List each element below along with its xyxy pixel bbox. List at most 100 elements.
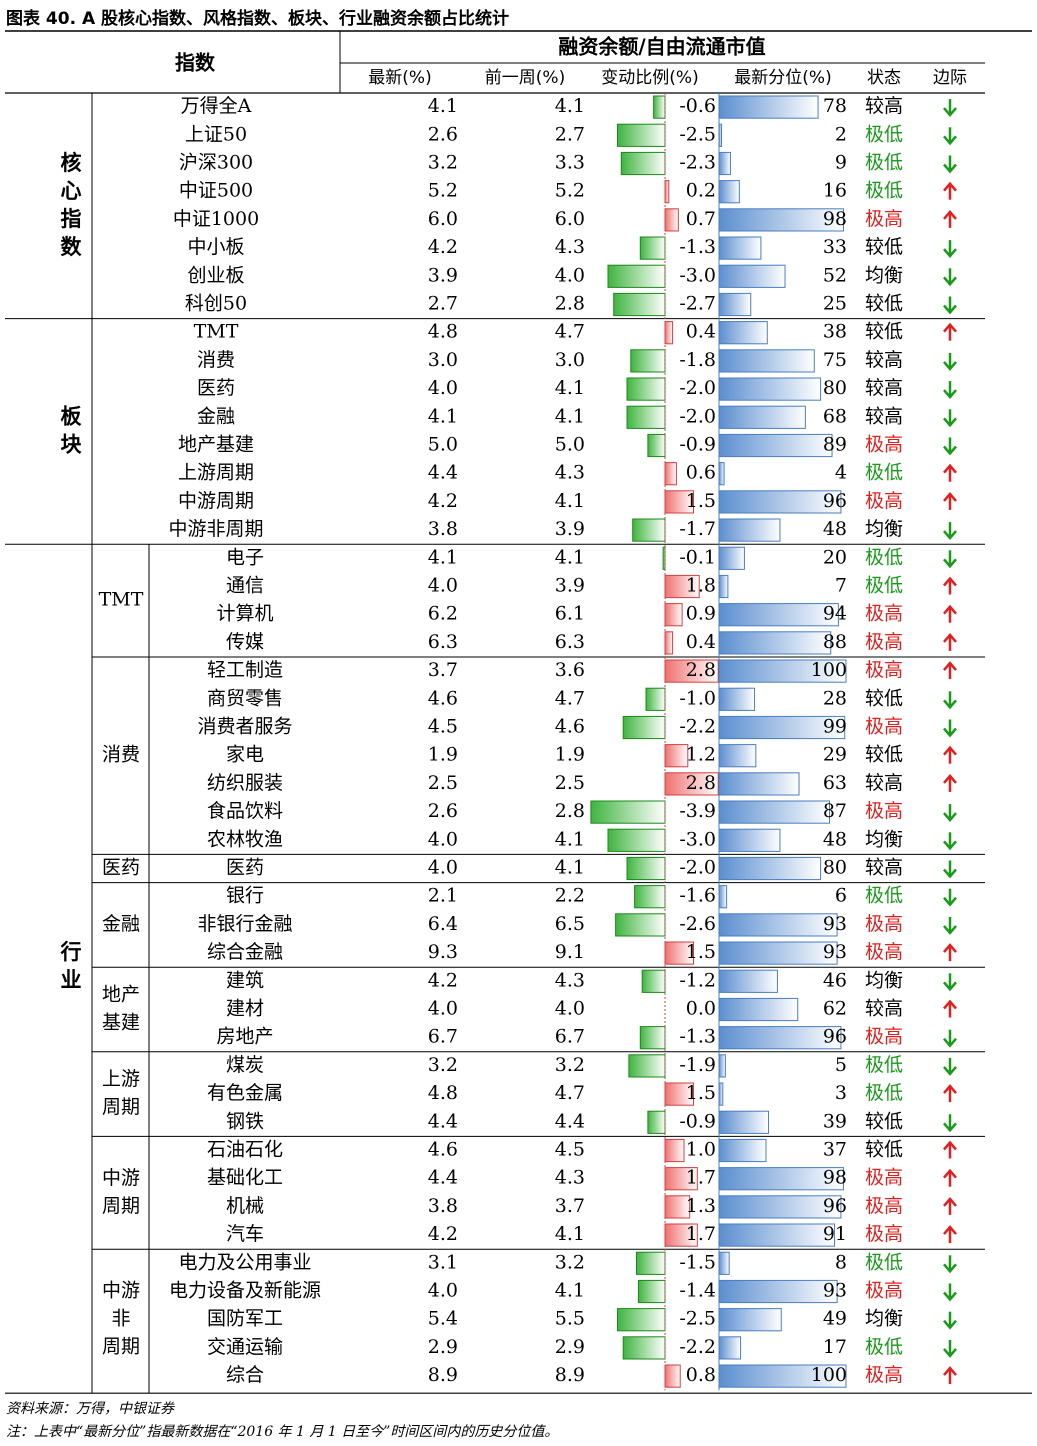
row-name: 上证50 bbox=[185, 123, 247, 145]
group-label: 块 bbox=[61, 432, 83, 456]
state-label: 较高 bbox=[865, 405, 903, 427]
arrow-down-icon bbox=[943, 240, 957, 259]
row-name: 综合 bbox=[226, 1364, 264, 1386]
table-row: 中证1000 6.0 6.0 0.7 98 极高 bbox=[173, 208, 957, 232]
percentile-bar bbox=[718, 1054, 726, 1078]
prev-week-value: 3.3 bbox=[555, 152, 585, 174]
arrow-down-icon bbox=[943, 1311, 957, 1330]
row-name: 建材 bbox=[226, 998, 264, 1020]
state-label: 极低 bbox=[865, 462, 903, 484]
arrow-down-icon bbox=[943, 804, 957, 823]
state-label: 均衡 bbox=[865, 828, 903, 850]
table-row: 计算机 6.2 6.1 0.9 94 极高 bbox=[216, 603, 957, 627]
change-value: 0.0 bbox=[686, 998, 716, 1020]
prev-week-value: 4.0 bbox=[555, 264, 585, 286]
prev-week-value: 5.0 bbox=[555, 434, 585, 456]
change-bar bbox=[613, 292, 666, 317]
arrow-down-icon bbox=[943, 1057, 957, 1076]
subgroup-label: 周期 bbox=[102, 1096, 140, 1118]
latest-value: 3.8 bbox=[428, 1195, 458, 1217]
latest-value: 4.5 bbox=[428, 716, 458, 738]
prev-week-value: 4.7 bbox=[555, 687, 585, 709]
state-label: 较低 bbox=[865, 1110, 903, 1132]
subgroup-label: 非 bbox=[111, 1308, 130, 1330]
table-row: 农林牧渔 4.0 4.1 -3.0 48 均衡 bbox=[207, 828, 957, 852]
table-row: 非银行金融 6.4 6.5 -2.6 93 极高 bbox=[197, 913, 957, 937]
latest-value: 2.9 bbox=[428, 1336, 458, 1358]
percentile-bar bbox=[718, 264, 786, 288]
change-value: -2.2 bbox=[679, 1336, 716, 1358]
change-bar bbox=[664, 603, 683, 627]
latest-value: 2.5 bbox=[428, 772, 458, 794]
change-value: -0.1 bbox=[679, 546, 716, 568]
percentile-value: 28 bbox=[823, 687, 847, 709]
arrow-down-icon bbox=[943, 973, 957, 992]
change-bar bbox=[626, 856, 666, 881]
percentile-value: 91 bbox=[823, 1223, 847, 1245]
latest-value: 4.6 bbox=[428, 687, 458, 709]
state-label: 较高 bbox=[865, 857, 903, 879]
change-value: -2.0 bbox=[679, 405, 716, 427]
prev-week-value: 3.2 bbox=[555, 1251, 585, 1273]
percentile-value: 100 bbox=[811, 659, 847, 681]
table-row: 医药 4.0 4.1 -2.0 80 较高 bbox=[226, 856, 957, 881]
percentile-bar bbox=[718, 574, 729, 599]
prev-week-value: 4.3 bbox=[555, 1167, 585, 1189]
state-label: 极高 bbox=[865, 913, 903, 935]
row-name: 纺织服装 bbox=[207, 772, 283, 794]
prev-week-value: 4.1 bbox=[555, 1223, 585, 1245]
subgroup-label: 中游 bbox=[102, 1280, 140, 1302]
table-row: 家电 1.9 1.9 1.2 29 较低 bbox=[226, 744, 957, 768]
row-name: 计算机 bbox=[216, 603, 273, 625]
latest-value: 6.3 bbox=[428, 631, 458, 653]
row-name: 食品饮料 bbox=[207, 800, 283, 822]
percentile-bar bbox=[718, 603, 839, 627]
state-label: 极高 bbox=[865, 1167, 903, 1189]
row-name: 中证500 bbox=[179, 180, 253, 202]
arrow-up-icon bbox=[943, 322, 957, 341]
prev-week-value: 4.4 bbox=[555, 1110, 585, 1132]
percentile-value: 96 bbox=[823, 490, 847, 512]
change-bar bbox=[664, 1138, 685, 1163]
column-header: 状态 bbox=[867, 68, 901, 88]
state-label: 较高 bbox=[865, 95, 903, 117]
arrow-up-icon bbox=[943, 1140, 957, 1159]
change-value: -1.2 bbox=[679, 969, 716, 991]
change-value: -0.9 bbox=[679, 434, 716, 456]
arrow-up-icon bbox=[943, 661, 957, 680]
change-value: -2.0 bbox=[679, 377, 716, 399]
state-label: 均衡 bbox=[865, 264, 903, 286]
table-row: 石油石化 4.6 4.5 1.0 37 较低 bbox=[207, 1138, 957, 1163]
state-label: 较低 bbox=[865, 687, 903, 709]
table-row: 轻工制造 3.7 3.6 2.8 100 极高 bbox=[207, 659, 957, 683]
latest-value: 4.1 bbox=[428, 405, 458, 427]
prev-week-value: 6.3 bbox=[555, 631, 585, 653]
percentile-bar bbox=[718, 433, 833, 458]
table-row: 银行 2.1 2.2 -1.6 6 极低 bbox=[226, 885, 957, 909]
percentile-bar bbox=[718, 1251, 730, 1275]
table-row: 上游周期 4.4 4.3 0.6 4 极低 bbox=[178, 462, 957, 486]
table-row: 科创50 2.7 2.8 -2.7 25 较低 bbox=[185, 292, 957, 317]
percentile-value: 38 bbox=[823, 321, 847, 343]
arrow-up-icon bbox=[943, 632, 957, 651]
figure-title: 图表 40. A 股核心指数、风格指数、板块、行业融资余额占比统计 bbox=[6, 9, 510, 29]
arrow-down-icon bbox=[943, 832, 957, 851]
arrow-down-icon bbox=[943, 691, 957, 710]
arrow-up-icon bbox=[943, 773, 957, 792]
percentile-value: 46 bbox=[823, 969, 847, 991]
percentile-value: 20 bbox=[823, 546, 847, 568]
table-row: 国防军工 5.4 5.5 -2.5 49 均衡 bbox=[207, 1308, 957, 1332]
arrow-up-icon bbox=[943, 745, 957, 764]
prev-week-value: 6.7 bbox=[555, 1026, 585, 1048]
arrow-up-icon bbox=[943, 209, 957, 228]
change-bar bbox=[615, 913, 666, 937]
subgroup-label: 地产 bbox=[102, 984, 140, 1006]
state-label: 极低 bbox=[865, 1336, 903, 1358]
latest-value: 2.6 bbox=[428, 800, 458, 822]
arrow-down-icon bbox=[943, 860, 957, 879]
subgroup-label: 周期 bbox=[102, 1195, 140, 1217]
change-bar bbox=[626, 405, 666, 429]
prev-week-value: 1.9 bbox=[555, 744, 585, 766]
prev-week-value: 4.1 bbox=[555, 828, 585, 850]
row-name: 家电 bbox=[226, 744, 264, 766]
